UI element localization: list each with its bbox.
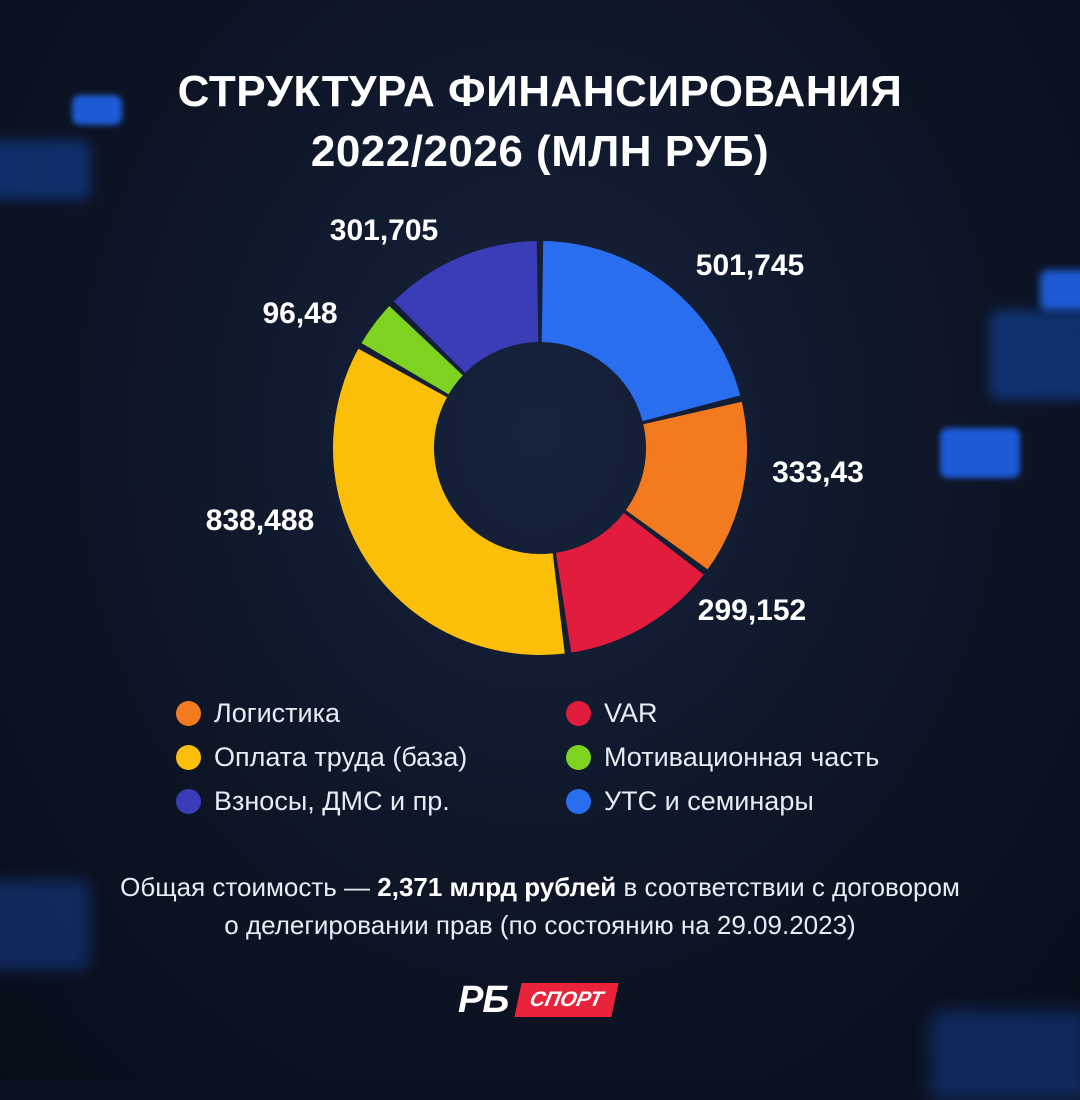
legend-swatch	[176, 744, 201, 770]
footnote-prefix: Общая стоимость —	[120, 872, 378, 902]
donut-slice	[541, 241, 741, 422]
donut-slice	[393, 241, 539, 373]
legend-item: Оплата труда (база)	[176, 741, 566, 773]
slice-value-label: 838,488	[206, 504, 314, 537]
legend-swatch	[566, 700, 591, 726]
donut-slice	[332, 348, 565, 656]
chart-legend: Логистика VAR Оплата труда (база) Мотива…	[176, 697, 936, 817]
legend-label: VAR	[604, 697, 658, 728]
decor-block	[72, 95, 122, 125]
chart-title-line2: 2022/2026 (МЛН РУБ)	[310, 127, 770, 176]
decor-block	[0, 140, 90, 200]
decor-block	[990, 310, 1080, 400]
legend-item: Логистика	[176, 697, 566, 729]
slice-value-label: 333,43	[772, 456, 864, 489]
decor-block	[0, 880, 90, 970]
legend-label: Взносы, ДМС и пр.	[214, 785, 450, 816]
footnote-line2: о делегировании прав (по состоянию на 29…	[224, 910, 856, 940]
legend-label: Оплата труда (база)	[214, 741, 468, 772]
chart-title: СТРУКТУРА ФИНАНСИРОВАНИЯ 2022/2026 (МЛН …	[0, 62, 1080, 182]
donut-slice	[361, 306, 463, 395]
slice-value-label: 501,745	[696, 249, 804, 282]
decor-block	[1040, 270, 1080, 310]
legend-label: УТС и семинары	[604, 785, 814, 816]
donut-slice	[555, 512, 704, 653]
legend-swatch	[176, 788, 201, 814]
brand-logo: РБ СПОРТ	[458, 978, 619, 1021]
legend-label: Мотивационная часть	[604, 741, 880, 772]
chart-title-line1: СТРУКТУРА ФИНАНСИРОВАНИЯ	[177, 67, 903, 116]
slice-value-label: 96,48	[262, 297, 337, 330]
legend-item: Взносы, ДМС и пр.	[176, 785, 566, 817]
legend-item: УТС и семинары	[566, 785, 936, 817]
logo-badge: СПОРТ	[514, 983, 619, 1017]
slice-value-label: 299,152	[698, 594, 806, 627]
legend-item: Мотивационная часть	[566, 741, 936, 773]
legend-item: VAR	[566, 697, 936, 729]
decor-block	[940, 428, 1020, 478]
footnote-suffix: в соответствии с договором	[616, 872, 960, 902]
legend-label: Логистика	[214, 697, 341, 728]
legend-swatch	[176, 700, 201, 726]
legend-swatch	[566, 788, 591, 814]
logo-main: РБ	[458, 978, 509, 1021]
slice-value-label: 301,705	[330, 214, 438, 247]
footnote-line1: Общая стоимость — 2,371 млрд рублей в со…	[0, 868, 1080, 906]
footnote: Общая стоимость — 2,371 млрд рублей в со…	[0, 868, 1080, 944]
donut-slice	[625, 401, 747, 570]
legend-swatch	[566, 744, 591, 770]
footnote-total: 2,371 млрд рублей	[377, 872, 617, 902]
